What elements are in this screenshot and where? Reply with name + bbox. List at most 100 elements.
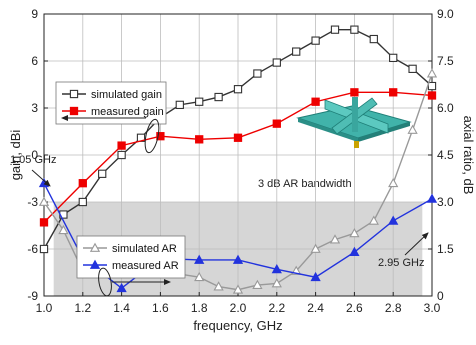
legend-ar: simulated AR measured AR bbox=[76, 235, 186, 279]
measured-gain-point bbox=[389, 88, 398, 97]
simulated-gain-point bbox=[408, 64, 417, 73]
simulated-gain-point bbox=[195, 97, 204, 106]
simulated-AR-point bbox=[426, 68, 438, 78]
legend-label: measured gain bbox=[91, 106, 164, 118]
legend-label: simulated AR bbox=[112, 243, 177, 255]
measured-AR-point bbox=[271, 264, 282, 274]
measured-gain-point bbox=[156, 132, 165, 141]
measured-gain-point bbox=[78, 179, 87, 188]
y-left-tick-label: 9 bbox=[31, 7, 38, 21]
x-tick-label: 2.8 bbox=[385, 301, 402, 315]
antenna-illustration bbox=[296, 97, 412, 148]
measured-gain-point bbox=[117, 141, 126, 150]
simulated-gain-point bbox=[330, 25, 340, 34]
y-left-tick-label: -3 bbox=[27, 195, 38, 209]
measured-gain-point bbox=[311, 97, 320, 106]
x-tick-label: 1.4 bbox=[113, 301, 130, 315]
simulated-gain-point bbox=[78, 197, 87, 207]
y-left-axis-label: gain, dBi bbox=[8, 130, 23, 181]
y-right-tick-label: 7.5 bbox=[437, 54, 454, 68]
y-right-tick-label: 4.5 bbox=[437, 148, 454, 162]
legend-marker bbox=[89, 242, 101, 252]
simulated-AR-point bbox=[38, 196, 50, 206]
simulated-AR-point bbox=[271, 278, 282, 288]
y-right-tick-label: 9.0 bbox=[437, 7, 454, 21]
simulated-gain-point bbox=[389, 53, 398, 63]
simulated-gain-point bbox=[253, 69, 262, 78]
y-right-tick-label: 6.0 bbox=[437, 101, 454, 115]
simulated-AR-point bbox=[252, 279, 263, 289]
simulated-gain-point bbox=[175, 100, 184, 110]
measured-AR-point bbox=[194, 254, 205, 264]
x-tick-label: 2.4 bbox=[307, 301, 324, 315]
simulated-gain-point bbox=[292, 47, 301, 56]
y-right-axis-label: axial ratio, dB bbox=[461, 116, 476, 195]
simulated-gain-point bbox=[369, 34, 378, 44]
simulated-AR-point bbox=[407, 124, 418, 134]
simulated-AR-point bbox=[368, 215, 379, 225]
y-left-tick-label: 3 bbox=[31, 101, 38, 115]
x-tick-label: 1.0 bbox=[36, 301, 53, 315]
y-left-tick-label: -9 bbox=[27, 289, 38, 303]
annotation-high-arrow bbox=[404, 232, 429, 256]
annotation-low-arrow bbox=[31, 169, 51, 187]
simulated-gain-point bbox=[350, 25, 359, 34]
measured-gain-point bbox=[195, 135, 204, 144]
y-left-tick-label: -6 bbox=[27, 242, 38, 256]
measured-gain-point bbox=[272, 119, 281, 128]
legend-box bbox=[55, 81, 167, 125]
x-tick-label: 1.2 bbox=[74, 301, 91, 315]
simulated-AR-point bbox=[58, 224, 69, 235]
annotation-low-freq: 1.05 GHz bbox=[10, 154, 56, 166]
y-left-tick-label: 6 bbox=[31, 54, 38, 68]
simulated-gain-point bbox=[311, 36, 320, 45]
y-right-tick-label: 1.5 bbox=[437, 242, 454, 256]
measured-AR-point bbox=[388, 215, 399, 225]
measured-AR-point bbox=[310, 271, 321, 282]
axes: 1.0 1.2 1.4 1.6 1.8 2.0 2.2 2.4 2.6 2.8 3.0 -9 -6 -3 0… bbox=[8, 7, 476, 333]
legend-label: simulated gain bbox=[91, 89, 162, 101]
x-tick-label: 3.0 bbox=[424, 301, 441, 315]
measured-gain-point bbox=[427, 91, 437, 100]
measured-AR-point bbox=[426, 193, 438, 203]
simulated-gain-point bbox=[117, 150, 126, 160]
x-axis-label: frequency, GHz bbox=[193, 318, 282, 333]
legend-marker bbox=[69, 89, 79, 99]
simulated-AR-point bbox=[232, 284, 244, 294]
simulated-AR-point bbox=[388, 177, 399, 188]
simulated-gain-point bbox=[427, 81, 437, 91]
annotations: 1.05 GHz 2.95 GHz bbox=[10, 115, 429, 297]
simulated-AR-point bbox=[349, 228, 360, 238]
y-left-tick-label: 0 bbox=[31, 148, 38, 162]
measured-gain-point bbox=[350, 88, 359, 97]
simulated-gain-point bbox=[272, 58, 281, 67]
legend-marker bbox=[69, 106, 79, 116]
simulated-AR-point bbox=[310, 243, 321, 253]
simulated-gain-point bbox=[214, 92, 223, 102]
measured-gain-point bbox=[39, 218, 49, 227]
x-tick-label: 2.0 bbox=[230, 301, 247, 315]
simulated-AR-point bbox=[213, 281, 224, 291]
x-tick-label: 2.6 bbox=[346, 301, 363, 315]
measured-gain-point bbox=[233, 133, 243, 142]
simulated-gain-point bbox=[233, 85, 243, 94]
ar-ellipse bbox=[98, 267, 112, 297]
measured-AR-point bbox=[232, 254, 244, 264]
y-right-tick-label: 3.0 bbox=[437, 195, 454, 209]
legend-marker bbox=[89, 259, 101, 269]
x-tick-label: 1.6 bbox=[152, 301, 169, 315]
measured-AR-point bbox=[349, 246, 360, 257]
simulated-AR-point bbox=[194, 271, 205, 282]
ar-band-label: 3 dB AR bandwidth bbox=[258, 178, 352, 190]
legend-label: measured AR bbox=[112, 260, 179, 272]
x-tick-label: 2.2 bbox=[268, 301, 285, 315]
y-right-tick-label: 0 bbox=[437, 289, 444, 303]
simulated-gain-point bbox=[98, 169, 107, 178]
legend-gain: simulated gain measured gain bbox=[55, 81, 167, 125]
annotation-high-freq: 2.95 GHz bbox=[378, 257, 424, 269]
measured-AR-point bbox=[116, 282, 127, 293]
x-tick-label: 1.8 bbox=[191, 301, 208, 315]
simulated-AR-point bbox=[329, 234, 341, 244]
gain-ellipse bbox=[144, 118, 160, 154]
